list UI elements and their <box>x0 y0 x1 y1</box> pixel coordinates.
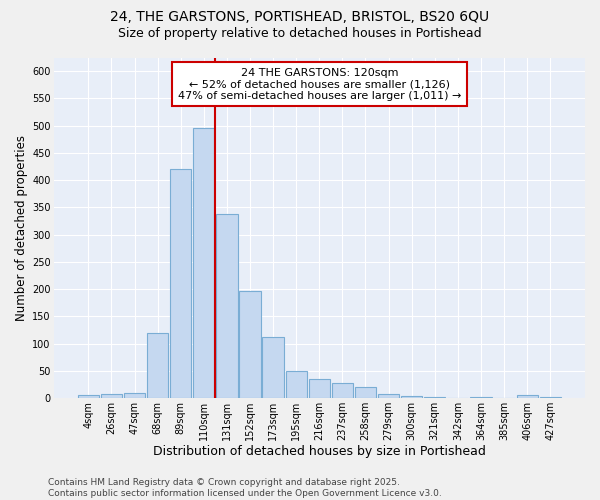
Text: Size of property relative to detached houses in Portishead: Size of property relative to detached ho… <box>118 28 482 40</box>
Bar <box>308 379 330 398</box>
Bar <box>355 388 376 398</box>
Bar <box>239 292 260 398</box>
Bar <box>216 214 238 398</box>
Bar <box>193 128 214 398</box>
Bar <box>378 394 399 398</box>
Bar <box>170 169 191 398</box>
Bar <box>470 396 491 398</box>
Bar <box>517 396 538 398</box>
Bar <box>124 392 145 398</box>
Bar <box>101 394 122 398</box>
Text: 24, THE GARSTONS, PORTISHEAD, BRISTOL, BS20 6QU: 24, THE GARSTONS, PORTISHEAD, BRISTOL, B… <box>110 10 490 24</box>
Bar <box>286 371 307 398</box>
Bar <box>147 333 168 398</box>
Bar <box>539 396 561 398</box>
Y-axis label: Number of detached properties: Number of detached properties <box>15 135 28 321</box>
Text: Contains HM Land Registry data © Crown copyright and database right 2025.
Contai: Contains HM Land Registry data © Crown c… <box>48 478 442 498</box>
Text: 24 THE GARSTONS: 120sqm
← 52% of detached houses are smaller (1,126)
47% of semi: 24 THE GARSTONS: 120sqm ← 52% of detache… <box>178 68 461 101</box>
Bar <box>262 337 284 398</box>
Bar <box>332 383 353 398</box>
X-axis label: Distribution of detached houses by size in Portishead: Distribution of detached houses by size … <box>153 444 486 458</box>
Bar <box>401 396 422 398</box>
Bar <box>424 397 445 398</box>
Bar <box>78 396 99 398</box>
